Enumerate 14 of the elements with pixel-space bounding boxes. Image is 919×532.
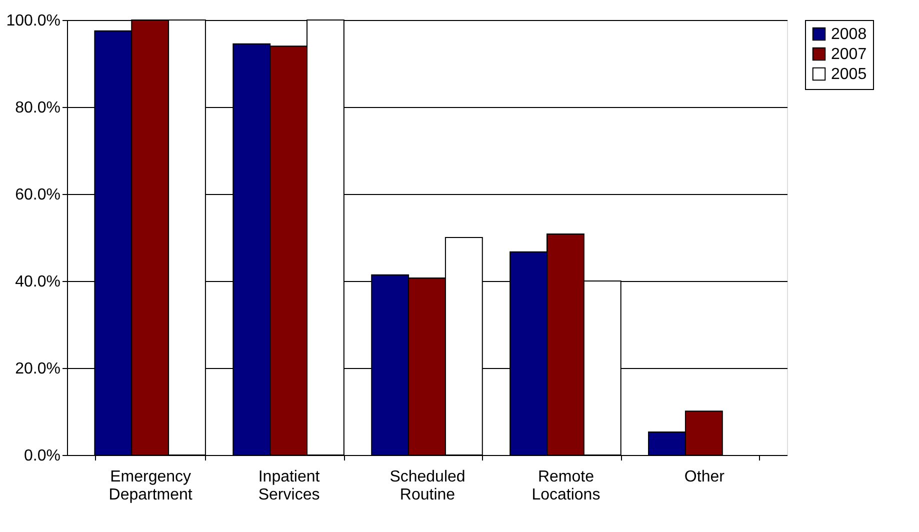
x-tick-label: Remote Locations <box>532 468 600 504</box>
legend-label: 2008 <box>831 26 867 43</box>
y-tick-label: 20.0% <box>15 360 60 378</box>
legend-label: 2007 <box>831 46 867 63</box>
x-tick-label: Other <box>684 468 726 486</box>
legend-label: 2005 <box>831 66 867 83</box>
y-tick-label: 60.0% <box>15 186 60 204</box>
y-tick-label: 100.0% <box>6 12 60 30</box>
x-tick-label: Scheduled Routine <box>390 468 466 504</box>
y-tick-label: 0.0% <box>24 448 60 464</box>
x-tick-label: Inpatient Services <box>258 468 320 504</box>
y-tick-label: 80.0% <box>15 100 60 116</box>
x-tick-label: Emergency Department <box>108 468 193 504</box>
y-tick-label: 40.0% <box>15 274 60 290</box>
